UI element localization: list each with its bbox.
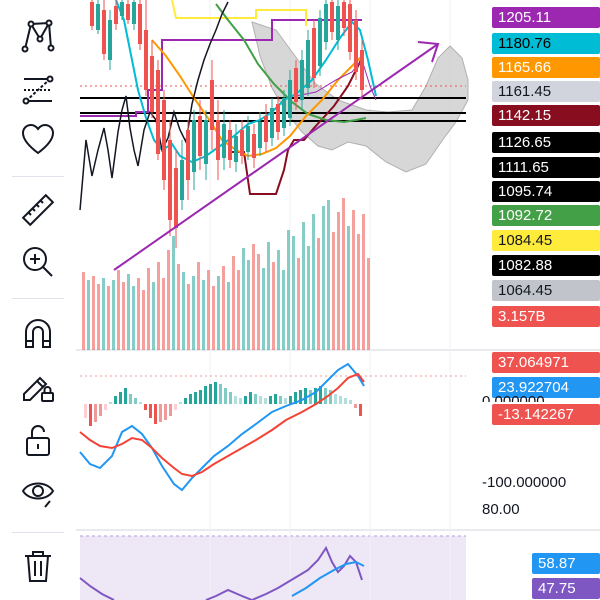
rsi-axis-label: 80.00 (482, 501, 520, 518)
visibility-tool-button[interactable] (14, 470, 62, 514)
price-label-cyan: 1180.76 (492, 33, 600, 54)
candlesticks (90, 0, 364, 248)
pattern-tool-button[interactable] (14, 14, 62, 58)
price-label-black-1: 1126.65 (492, 132, 600, 153)
maroon-channel-line (228, 57, 363, 195)
eye-icon (21, 482, 55, 508)
volume-label: 3.157B (492, 306, 600, 327)
price-label-black-4: 1082.88 (492, 255, 600, 276)
price-label-green: 1092.72 (492, 205, 600, 226)
drawing-toolbar (0, 0, 76, 600)
rsi-label-purple: 47.75 (532, 578, 600, 599)
ruler-icon (21, 193, 55, 227)
zoom-in-icon (23, 247, 53, 277)
black-price-line (79, 1, 229, 211)
price-label-silver: 1064.45 (492, 280, 600, 301)
lock-drawing-tool-button[interactable] (14, 364, 62, 408)
magnet-tool-button[interactable] (14, 312, 62, 356)
arrow-purple-ma (295, 58, 377, 101)
macd-line (79, 362, 365, 492)
delete-tool-button[interactable] (14, 544, 62, 588)
chart-canvas[interactable] (76, 0, 600, 600)
macd-label-blue: 23.922704 (492, 377, 600, 398)
macd-axis-label: -100.000000 (482, 474, 567, 491)
lock-tool-button[interactable] (14, 418, 62, 462)
heart-icon (21, 123, 55, 155)
fib-tool-button[interactable] (14, 68, 62, 112)
price-label-gray: 1161.45 (492, 81, 600, 102)
trash-icon (25, 551, 51, 582)
signal-line (79, 372, 365, 478)
chart-area[interactable]: 1205.11 1180.76 1165.66 1161.45 1142.15 … (76, 0, 600, 600)
macd-label-red: 37.064971 (492, 352, 600, 373)
volume-bars (82, 198, 370, 350)
trend-arrow-line (113, 43, 439, 271)
zoom-tool-button[interactable] (14, 240, 62, 284)
rsi-label-blue: 58.87 (532, 553, 600, 574)
magnet-icon (25, 319, 51, 348)
macd-histogram (84, 382, 362, 426)
price-label-purple: 1205.11 (492, 7, 600, 28)
purple-level-line (80, 19, 362, 117)
price-label-black-2: 1111.65 (492, 157, 600, 178)
fib-retracement-icon (22, 75, 54, 105)
favorites-tool-button[interactable] (14, 118, 62, 162)
yellow-ma-line (171, 0, 307, 26)
rsi-line (79, 577, 115, 600)
trend-arrow-head (417, 41, 440, 63)
pattern-icon (21, 19, 55, 53)
unlock-icon (26, 425, 50, 456)
rsi-ma-line (291, 560, 365, 597)
price-label-black-3: 1095.74 (492, 181, 600, 202)
pencil-lock-icon (23, 376, 54, 402)
rsi-band (80, 536, 466, 600)
price-label-orange: 1165.66 (492, 57, 600, 78)
macd-histogram-label: -13.142267 (492, 404, 600, 425)
measure-tool-button[interactable] (14, 188, 62, 232)
price-label-maroon: 1142.15 (492, 105, 600, 126)
macd-axis-partial: 0.000000 (482, 393, 545, 402)
price-label-yellow: 1084.45 (492, 230, 600, 251)
